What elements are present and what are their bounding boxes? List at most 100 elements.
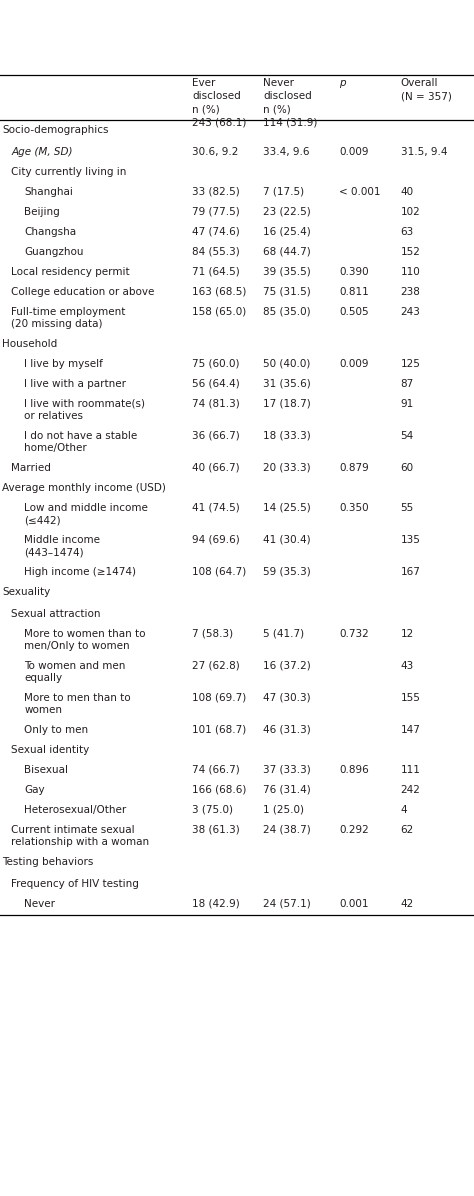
Text: Socio-demographics: Socio-demographics bbox=[2, 126, 109, 135]
Text: 36 (66.7): 36 (66.7) bbox=[192, 431, 240, 441]
Text: 84 (55.3): 84 (55.3) bbox=[192, 248, 240, 257]
Text: 59 (35.3): 59 (35.3) bbox=[263, 567, 311, 576]
Text: Sexuality: Sexuality bbox=[2, 587, 51, 597]
Text: 14 (25.5): 14 (25.5) bbox=[263, 504, 311, 513]
Text: 0.811: 0.811 bbox=[339, 287, 369, 297]
Text: < 0.001: < 0.001 bbox=[339, 187, 381, 197]
Text: Gay: Gay bbox=[24, 785, 45, 795]
Text: 46 (31.3): 46 (31.3) bbox=[263, 725, 311, 736]
Text: 0.350: 0.350 bbox=[339, 504, 369, 513]
Text: 0.001: 0.001 bbox=[339, 899, 369, 909]
Text: 41 (74.5): 41 (74.5) bbox=[192, 504, 240, 513]
Text: Overall
(N = 357): Overall (N = 357) bbox=[401, 78, 451, 102]
Text: Guangzhou: Guangzhou bbox=[24, 248, 84, 257]
Text: 91: 91 bbox=[401, 399, 414, 409]
Text: College education or above: College education or above bbox=[11, 287, 155, 297]
Text: I do not have a stable
home/Other: I do not have a stable home/Other bbox=[24, 431, 137, 453]
Text: 0.390: 0.390 bbox=[339, 267, 369, 277]
Text: 87: 87 bbox=[401, 379, 414, 389]
Text: Bisexual: Bisexual bbox=[24, 765, 68, 775]
Text: 40 (66.7): 40 (66.7) bbox=[192, 463, 239, 472]
Text: 17 (18.7): 17 (18.7) bbox=[263, 399, 311, 409]
Text: Only to men: Only to men bbox=[24, 725, 89, 736]
Text: 7 (17.5): 7 (17.5) bbox=[263, 187, 304, 197]
Text: 33 (82.5): 33 (82.5) bbox=[192, 187, 240, 197]
Text: 108 (64.7): 108 (64.7) bbox=[192, 567, 246, 576]
Text: 110: 110 bbox=[401, 267, 420, 277]
Text: 47 (30.3): 47 (30.3) bbox=[263, 692, 310, 703]
Text: 24 (38.7): 24 (38.7) bbox=[263, 825, 311, 835]
Text: 166 (68.6): 166 (68.6) bbox=[192, 785, 246, 795]
Text: 7 (58.3): 7 (58.3) bbox=[192, 629, 233, 639]
Text: 74 (66.7): 74 (66.7) bbox=[192, 765, 240, 775]
Text: 79 (77.5): 79 (77.5) bbox=[192, 207, 240, 216]
Text: 62: 62 bbox=[401, 825, 414, 835]
Text: 1 (25.0): 1 (25.0) bbox=[263, 805, 304, 814]
Text: 54: 54 bbox=[401, 431, 414, 441]
Text: 33.4, 9.6: 33.4, 9.6 bbox=[263, 147, 310, 157]
Text: 94 (69.6): 94 (69.6) bbox=[192, 535, 240, 545]
Text: 152: 152 bbox=[401, 248, 420, 257]
Text: 43: 43 bbox=[401, 661, 414, 671]
Text: 4: 4 bbox=[401, 805, 407, 814]
Text: I live with a partner: I live with a partner bbox=[24, 379, 127, 389]
Text: More to men than to
women: More to men than to women bbox=[24, 692, 131, 715]
Text: 23 (22.5): 23 (22.5) bbox=[263, 207, 311, 216]
Text: 108 (69.7): 108 (69.7) bbox=[192, 692, 246, 703]
Text: 31.5, 9.4: 31.5, 9.4 bbox=[401, 147, 447, 157]
Text: 39 (35.5): 39 (35.5) bbox=[263, 267, 311, 277]
Text: 0.009: 0.009 bbox=[339, 359, 369, 370]
Text: Never
disclosed
n (%)
114 (31.9): Never disclosed n (%) 114 (31.9) bbox=[263, 78, 318, 128]
Text: Shanghai: Shanghai bbox=[24, 187, 73, 197]
Text: 242: 242 bbox=[401, 785, 420, 795]
Text: Local residency permit: Local residency permit bbox=[11, 267, 130, 277]
Text: 3 (75.0): 3 (75.0) bbox=[192, 805, 233, 814]
Text: 125: 125 bbox=[401, 359, 420, 370]
Text: Household: Household bbox=[2, 338, 58, 349]
Text: 167: 167 bbox=[401, 567, 420, 576]
Text: 0.505: 0.505 bbox=[339, 307, 369, 317]
Text: 31 (35.6): 31 (35.6) bbox=[263, 379, 311, 389]
Text: City currently living in: City currently living in bbox=[11, 167, 127, 177]
Text: 75 (31.5): 75 (31.5) bbox=[263, 287, 311, 297]
Text: p: p bbox=[339, 78, 346, 89]
Text: 71 (64.5): 71 (64.5) bbox=[192, 267, 240, 277]
Text: 238: 238 bbox=[401, 287, 420, 297]
Text: To women and men
equally: To women and men equally bbox=[24, 661, 126, 683]
Text: 20 (33.3): 20 (33.3) bbox=[263, 463, 310, 472]
Text: 37 (33.3): 37 (33.3) bbox=[263, 765, 311, 775]
Text: 5 (41.7): 5 (41.7) bbox=[263, 629, 304, 639]
Text: 75 (60.0): 75 (60.0) bbox=[192, 359, 239, 370]
Text: 243: 243 bbox=[401, 307, 420, 317]
Text: 18 (42.9): 18 (42.9) bbox=[192, 899, 240, 909]
Text: 38 (61.3): 38 (61.3) bbox=[192, 825, 240, 835]
Text: Beijing: Beijing bbox=[24, 207, 60, 216]
Text: 68 (44.7): 68 (44.7) bbox=[263, 248, 311, 257]
Text: Testing behaviors: Testing behaviors bbox=[2, 858, 94, 867]
Text: 0.292: 0.292 bbox=[339, 825, 369, 835]
Text: 56 (64.4): 56 (64.4) bbox=[192, 379, 240, 389]
Text: 55: 55 bbox=[401, 504, 414, 513]
Text: 163 (68.5): 163 (68.5) bbox=[192, 287, 246, 297]
Text: 111: 111 bbox=[401, 765, 420, 775]
Text: Full-time employment
(20 missing data): Full-time employment (20 missing data) bbox=[11, 307, 126, 329]
Text: 12: 12 bbox=[401, 629, 414, 639]
Text: 16 (37.2): 16 (37.2) bbox=[263, 661, 311, 671]
Text: Married: Married bbox=[11, 463, 51, 472]
Text: 63: 63 bbox=[401, 227, 414, 237]
Text: 60: 60 bbox=[401, 463, 414, 472]
Text: 0.879: 0.879 bbox=[339, 463, 369, 472]
Text: 16 (25.4): 16 (25.4) bbox=[263, 227, 311, 237]
Text: 155: 155 bbox=[401, 692, 420, 703]
Text: I live by myself: I live by myself bbox=[24, 359, 103, 370]
Text: 0.732: 0.732 bbox=[339, 629, 369, 639]
Text: 85 (35.0): 85 (35.0) bbox=[263, 307, 310, 317]
Text: Changsha: Changsha bbox=[24, 227, 76, 237]
Text: 158 (65.0): 158 (65.0) bbox=[192, 307, 246, 317]
Text: Never: Never bbox=[24, 899, 55, 909]
Text: 41 (30.4): 41 (30.4) bbox=[263, 535, 310, 545]
Text: 30.6, 9.2: 30.6, 9.2 bbox=[192, 147, 238, 157]
Text: 42: 42 bbox=[401, 899, 414, 909]
Text: Ever
disclosed
n (%)
243 (68.1): Ever disclosed n (%) 243 (68.1) bbox=[192, 78, 246, 128]
Text: Age (M, SD): Age (M, SD) bbox=[11, 147, 73, 157]
